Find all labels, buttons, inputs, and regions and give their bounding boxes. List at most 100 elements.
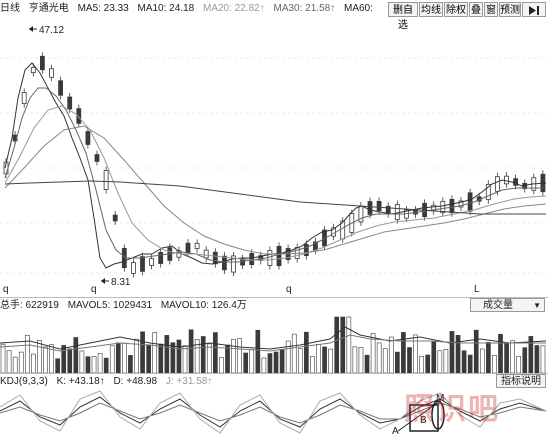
volume-bar xyxy=(219,357,224,373)
volume-bar xyxy=(516,356,522,373)
volume-bar xyxy=(486,342,491,373)
indicator-help-button[interactable]: 指标说明 xyxy=(496,374,546,388)
mavol10-line xyxy=(0,334,546,352)
volume-bar xyxy=(388,336,394,373)
watermark-text: 照识吧 xyxy=(404,393,500,426)
candle-body xyxy=(394,204,400,220)
mavol5-value: MAVOL5: 1029431 xyxy=(67,300,153,311)
remove-watchlist-button[interactable]: 删自选 xyxy=(388,2,418,31)
low-price-annotation: 8.31 xyxy=(101,277,131,288)
volume-bar xyxy=(273,351,279,373)
candle-body xyxy=(140,256,145,272)
volume-bar xyxy=(425,354,431,373)
volume-bar xyxy=(370,333,376,373)
ma10-value: MA10: 24.18 xyxy=(137,3,195,14)
kdj-name: KDJ(9,3,3) xyxy=(0,376,48,387)
volume-bars xyxy=(0,316,546,373)
volume-bar xyxy=(164,335,170,373)
volume-bar xyxy=(479,348,485,373)
volume-bar xyxy=(97,353,103,373)
kdj-divider xyxy=(0,373,548,374)
overlay-button[interactable]: 叠 xyxy=(469,2,483,17)
moving-average-button[interactable]: 均线 xyxy=(419,2,443,17)
candle-body xyxy=(504,175,509,185)
candle-body xyxy=(303,243,309,257)
volume-bar xyxy=(473,329,479,373)
candle-body xyxy=(67,96,73,110)
ma60-value: MA60: xyxy=(344,3,373,14)
volume-bar xyxy=(79,350,85,373)
candle-body xyxy=(58,80,63,96)
volume-bar xyxy=(85,356,91,373)
volume-bar xyxy=(49,344,54,373)
volume-bar xyxy=(340,316,346,373)
candle-body xyxy=(194,242,200,250)
mavol10-value: MAVOL10: 126.4万 xyxy=(160,300,247,311)
volume-bar xyxy=(67,348,73,373)
volume-bar xyxy=(358,346,364,373)
candle-body xyxy=(130,262,136,274)
volume-bar xyxy=(443,349,449,373)
volume-bar xyxy=(534,345,540,373)
ma60-line xyxy=(4,180,546,215)
volume-bar xyxy=(43,346,48,373)
chevron-down-icon: ▼ xyxy=(533,301,541,310)
mavol5-line xyxy=(0,326,547,350)
volume-bar xyxy=(285,340,291,373)
volume-bar xyxy=(510,340,515,373)
candle-body xyxy=(85,131,91,145)
volume-bar xyxy=(0,343,6,373)
volume-bar xyxy=(31,353,36,373)
volume-bar xyxy=(316,344,321,373)
volume-ma-lines xyxy=(0,326,547,352)
volume-bar xyxy=(376,342,382,373)
volume-bar xyxy=(146,344,151,373)
price-header: 日线 亨通光电 MA5: 23.33 MA10: 24.18 MA20: 22.… xyxy=(0,2,390,16)
candle-body xyxy=(467,192,473,212)
volume-bar xyxy=(213,332,218,373)
abm-annotation: A B M xyxy=(392,393,445,436)
volume-bar xyxy=(431,341,437,373)
volume-bar xyxy=(176,339,182,373)
volume-bar xyxy=(528,336,534,373)
window-button[interactable]: 窗 xyxy=(484,2,498,17)
volume-bar xyxy=(413,334,418,373)
ex-rights-button[interactable]: 除权 xyxy=(444,2,468,17)
volume-bar xyxy=(122,342,127,373)
forecast-button[interactable]: 预测 xyxy=(499,2,521,17)
candle-body xyxy=(249,252,255,266)
volume-bar xyxy=(291,333,297,373)
indicator-dropdown-label: 成交量 xyxy=(483,300,513,311)
volume-bar xyxy=(437,350,443,373)
volume-bar xyxy=(37,339,42,373)
stock-name: 亨通光电 xyxy=(28,3,69,14)
volume-bar xyxy=(109,345,115,373)
candle-body xyxy=(212,251,218,265)
volume-bar xyxy=(55,358,60,373)
ma10-line xyxy=(4,87,546,263)
volume-divider xyxy=(0,297,548,298)
volume-bar xyxy=(504,342,509,373)
volume-bar xyxy=(267,353,273,373)
volume-bar xyxy=(73,337,79,373)
volume-bar xyxy=(304,331,309,373)
kdj-chart: A B M xyxy=(0,390,547,436)
candle-body xyxy=(449,198,455,214)
indicator-dropdown[interactable]: 成交量 ▼ xyxy=(470,298,545,312)
play-end-icon[interactable] xyxy=(522,2,546,17)
volume-bar xyxy=(182,345,188,373)
candle-body xyxy=(513,178,518,186)
marker-q2: q xyxy=(91,284,97,295)
volume-bar xyxy=(206,343,212,373)
volume-bar xyxy=(498,333,503,373)
kdj-k-line xyxy=(0,396,547,428)
volume-bar xyxy=(522,347,528,373)
volume-bar xyxy=(237,338,242,373)
volume-bar xyxy=(243,352,249,373)
candle-body xyxy=(231,255,236,273)
volume-bar xyxy=(231,338,236,373)
high-price-annotation: 47.12 xyxy=(29,25,64,36)
volume-bar xyxy=(158,343,164,373)
price-grid xyxy=(0,57,548,274)
volume-bar xyxy=(91,356,97,373)
